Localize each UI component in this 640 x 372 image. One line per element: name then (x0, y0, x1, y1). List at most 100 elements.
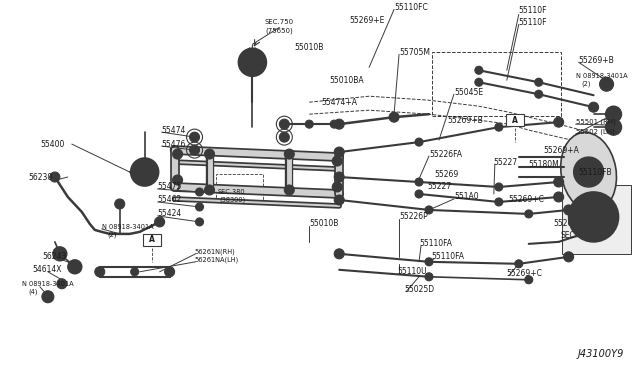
FancyBboxPatch shape (506, 114, 524, 126)
Circle shape (564, 205, 573, 215)
Circle shape (68, 260, 82, 274)
Circle shape (415, 178, 423, 186)
Circle shape (305, 120, 313, 128)
Circle shape (527, 212, 531, 216)
Circle shape (604, 81, 609, 87)
Circle shape (205, 185, 214, 195)
Text: 55474: 55474 (162, 126, 186, 135)
Circle shape (173, 175, 182, 185)
Circle shape (427, 260, 431, 264)
Text: SEC.380: SEC.380 (218, 189, 245, 195)
Text: 55010BA: 55010BA (329, 76, 364, 85)
Circle shape (115, 199, 125, 209)
Text: 55110F: 55110F (519, 18, 547, 27)
Text: A: A (148, 235, 155, 244)
Circle shape (564, 252, 573, 262)
Circle shape (589, 102, 598, 112)
Circle shape (287, 188, 292, 192)
Circle shape (133, 270, 136, 273)
Circle shape (330, 120, 338, 128)
Text: 55269+B: 55269+B (579, 56, 614, 65)
Circle shape (279, 119, 289, 129)
Circle shape (284, 185, 294, 195)
Circle shape (175, 152, 180, 156)
Text: 55269+A: 55269+A (544, 145, 580, 155)
Circle shape (155, 217, 164, 227)
Circle shape (45, 295, 50, 299)
Text: 55226P: 55226P (399, 212, 428, 221)
Circle shape (566, 208, 571, 212)
Circle shape (475, 78, 483, 86)
Circle shape (198, 205, 202, 209)
Circle shape (207, 152, 212, 156)
Circle shape (189, 132, 200, 142)
Text: 55110FA: 55110FA (431, 252, 464, 262)
Text: 55180M: 55180M (529, 160, 559, 169)
Text: N 08918-3401A: N 08918-3401A (102, 224, 154, 230)
Circle shape (332, 156, 342, 166)
Circle shape (248, 60, 257, 68)
Text: N 08918-3401A: N 08918-3401A (575, 73, 627, 79)
Circle shape (198, 190, 202, 194)
Circle shape (335, 159, 339, 163)
Circle shape (284, 149, 294, 159)
Text: 55269: 55269 (434, 170, 458, 179)
Text: 55269+C: 55269+C (509, 195, 545, 205)
Circle shape (335, 185, 339, 189)
Text: (4): (4) (28, 289, 37, 295)
Text: 55502 (LH): 55502 (LH) (575, 129, 614, 135)
Text: 55269+E: 55269+E (349, 16, 385, 25)
Circle shape (196, 203, 204, 211)
Text: 55045E: 55045E (454, 88, 483, 97)
Text: (2): (2) (108, 232, 117, 238)
Circle shape (131, 158, 159, 186)
Text: SEC.430: SEC.430 (561, 231, 593, 240)
Circle shape (535, 78, 543, 86)
Text: (38300): (38300) (220, 197, 246, 203)
Circle shape (334, 119, 344, 129)
Circle shape (334, 249, 344, 259)
Text: 55462: 55462 (157, 195, 182, 205)
Circle shape (245, 55, 259, 69)
Circle shape (157, 220, 162, 224)
Text: 54614X: 54614X (32, 265, 61, 274)
Circle shape (279, 132, 289, 142)
Circle shape (589, 212, 598, 222)
Text: 55400: 55400 (40, 140, 64, 148)
Text: 55501 (RH): 55501 (RH) (575, 119, 616, 125)
FancyBboxPatch shape (562, 185, 630, 254)
Circle shape (605, 119, 621, 135)
Circle shape (605, 106, 621, 122)
Text: SEC.750: SEC.750 (265, 19, 294, 25)
Circle shape (600, 77, 614, 91)
Text: 55227: 55227 (494, 158, 518, 167)
Circle shape (192, 148, 196, 152)
Circle shape (337, 198, 341, 202)
Circle shape (495, 123, 503, 131)
Text: N 08918-3401A: N 08918-3401A (22, 281, 74, 287)
Circle shape (475, 66, 483, 74)
Text: 55010B: 55010B (294, 43, 324, 52)
Text: 56261NA(LH): 56261NA(LH) (195, 257, 239, 263)
Circle shape (425, 206, 433, 214)
Circle shape (573, 157, 604, 187)
Text: 55110FA: 55110FA (419, 239, 452, 248)
Circle shape (239, 48, 266, 76)
Circle shape (167, 270, 172, 274)
Circle shape (417, 180, 421, 184)
Circle shape (497, 125, 500, 129)
Circle shape (515, 260, 523, 268)
Circle shape (392, 115, 396, 119)
Text: 55227: 55227 (427, 183, 451, 192)
Circle shape (554, 192, 564, 202)
Circle shape (334, 172, 344, 182)
Circle shape (189, 145, 200, 155)
Circle shape (196, 218, 204, 226)
Circle shape (207, 188, 212, 192)
Circle shape (42, 291, 54, 303)
Text: (2): (2) (582, 81, 591, 87)
Circle shape (43, 292, 53, 302)
Circle shape (192, 135, 196, 140)
Circle shape (525, 276, 532, 284)
Circle shape (173, 149, 182, 159)
